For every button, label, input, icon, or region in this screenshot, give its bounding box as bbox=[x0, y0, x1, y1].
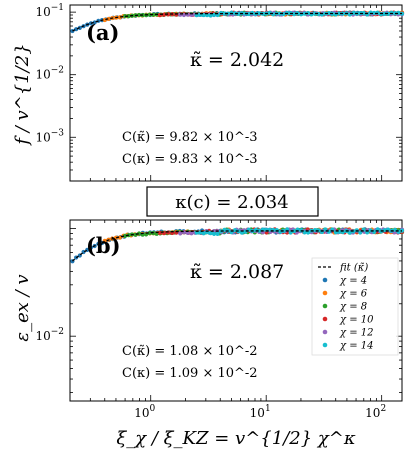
panel-b-point-8 bbox=[147, 231, 152, 236]
panel-b-point-12 bbox=[178, 231, 183, 236]
panel-a-point-14 bbox=[396, 10, 401, 15]
panel-b-fit-line bbox=[72, 230, 402, 262]
panel-a-point-6 bbox=[106, 16, 111, 22]
panel-a-point-8 bbox=[147, 12, 152, 17]
legend-label: χ = 10 bbox=[339, 315, 374, 326]
legend-swatch-10 bbox=[322, 316, 328, 322]
panel-b-point-14 bbox=[257, 228, 262, 233]
panel-a-point-10 bbox=[165, 12, 171, 17]
panel-a-point-14 bbox=[298, 12, 304, 17]
x-tick-label: 102 bbox=[365, 404, 386, 420]
panel-a-fit-line bbox=[72, 12, 402, 32]
panel-a-point-10 bbox=[174, 12, 179, 17]
panel-b-point-14 bbox=[215, 231, 220, 236]
panel-a-point-8 bbox=[151, 12, 156, 17]
legend-label: χ = 4 bbox=[339, 276, 367, 287]
panel-a-point-14 bbox=[257, 11, 262, 16]
panel-b: 10−2 (b) κ̃ = 2.087 C(κ̃) = 1.08 × 10^-2… bbox=[12, 219, 405, 402]
panel-a-point-8 bbox=[126, 14, 131, 19]
panel-b-annotation-c: C(κ) = 1.09 × 10^-2 bbox=[122, 366, 258, 381]
legend: fit (κ̃) χ = 4 χ = 6 χ = 8 χ = 10 χ = 12 χ = 1… bbox=[311, 257, 399, 356]
x-axis-label: ξ_χ / ξ_KZ = v^{1/2} χ^κ bbox=[116, 428, 356, 449]
legend-swatch-14 bbox=[322, 342, 328, 348]
x-tick-label: 101 bbox=[250, 404, 271, 420]
panel-b-point-14 bbox=[292, 228, 297, 234]
legend-swatch-6 bbox=[322, 290, 328, 296]
panel-a-frame bbox=[69, 4, 403, 182]
panel-a-data bbox=[70, 10, 405, 34]
legend-label: fit (κ̃) bbox=[339, 263, 368, 274]
panel-a-point-14 bbox=[385, 11, 391, 16]
panel-b-point-14 bbox=[201, 231, 206, 236]
panel-b-point-6 bbox=[113, 235, 119, 240]
panel-a-kappa-tilde: κ̃ = 2.042 bbox=[190, 49, 284, 71]
panel-a-annotation-c-tilde: C(κ̃) = 9.82 × 10^-3 bbox=[122, 130, 258, 145]
panel-a: 10−1 10−2 10−3 (a) κ̃ = 2.042 C(κ̃) = 9.82… bbox=[12, 3, 405, 182]
legend-swatch-8 bbox=[322, 303, 328, 309]
panel-a-y-axis-label: f / v^{1/2} bbox=[12, 43, 33, 146]
panel-b-annotation-c-tilde: C(κ̃) = 1.08 × 10^-2 bbox=[122, 344, 258, 359]
panel-a-y-tick-label: 10−2 bbox=[35, 66, 64, 82]
legend-swatch-4 bbox=[322, 277, 328, 283]
panel-b-y-tick-label: 10−2 bbox=[35, 327, 64, 343]
panel-b-label: (b) bbox=[86, 233, 121, 258]
panel-b-point-8 bbox=[123, 233, 128, 238]
panel-b-point-14 bbox=[211, 231, 217, 236]
panel-b-point-14 bbox=[208, 231, 213, 236]
x-tick-label: 100 bbox=[134, 404, 155, 420]
panel-b-y-axis-label: ε_ex / v bbox=[12, 274, 33, 341]
kappa-box-text: κ(c) = 2.034 bbox=[175, 192, 288, 213]
panel-a-point-14 bbox=[271, 12, 276, 17]
legend-label: χ = 8 bbox=[339, 302, 367, 313]
panel-a-point-14 bbox=[337, 11, 342, 16]
panel-a-point-14 bbox=[312, 11, 318, 16]
panel-a-point-14 bbox=[222, 11, 227, 16]
panel-b-data bbox=[70, 227, 405, 264]
panel-b-kappa-tilde: κ̃ = 2.087 bbox=[190, 261, 284, 283]
legend-label: χ = 12 bbox=[339, 328, 374, 339]
panel-a-point-14 bbox=[302, 11, 307, 16]
legend-swatch-12 bbox=[322, 329, 328, 335]
panel-a-label: (a) bbox=[86, 20, 119, 45]
kappa-box-frame bbox=[146, 186, 319, 217]
panel-a-annotation-c: C(κ) = 9.83 × 10^-3 bbox=[122, 152, 258, 167]
panel-b-point-12 bbox=[189, 231, 194, 236]
panel-a-point-14 bbox=[236, 11, 241, 16]
legend-label: χ = 6 bbox=[339, 289, 368, 300]
panel-a-y-tick-label: 10−3 bbox=[35, 128, 64, 144]
panel-b-point-10 bbox=[165, 230, 171, 235]
panel-a-point-14 bbox=[382, 11, 387, 16]
panel-a-point-4 bbox=[77, 25, 82, 30]
panel-a-point-14 bbox=[208, 13, 213, 18]
x-tick-labels: 100 101 102 bbox=[134, 404, 386, 420]
panel-a-y-tick-label: 10−1 bbox=[35, 3, 64, 19]
panel-b-frame bbox=[69, 219, 403, 402]
legend-label: χ = 14 bbox=[339, 341, 374, 352]
panel-a-point-8 bbox=[137, 12, 142, 18]
panel-a-point-14 bbox=[232, 11, 238, 16]
